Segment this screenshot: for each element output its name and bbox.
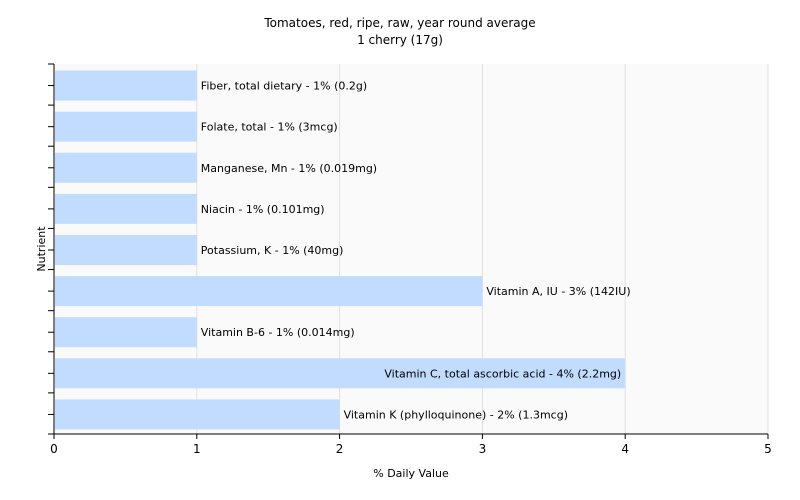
bar-label: Manganese, Mn - 1% (0.019mg) — [201, 162, 377, 175]
bar — [55, 111, 197, 142]
x-tick-labels: 0 1 2 3 4 5 — [50, 442, 772, 456]
bar — [55, 276, 483, 307]
bar-label: Folate, total - 1% (3mcg) — [201, 121, 338, 134]
axes — [48, 63, 769, 439]
bar-labels: Fiber, total dietary - 1% (0.2g) Folate, … — [201, 80, 631, 422]
bar — [55, 235, 197, 265]
bar — [55, 399, 340, 430]
x-tick-label: 4 — [621, 442, 629, 456]
x-tick-label: 2 — [336, 442, 344, 456]
bar — [55, 152, 197, 183]
bar-label: Vitamin A, IU - 3% (142IU) — [486, 285, 630, 298]
chart-subtitle: 1 cherry (17g) — [357, 33, 443, 47]
x-tick-label: 0 — [50, 442, 58, 456]
chart-title: Tomatoes, red, ripe, raw, year round ave… — [263, 16, 535, 30]
bar-label: Potassium, K - 1% (40mg) — [201, 244, 344, 257]
bar-label: Fiber, total dietary - 1% (0.2g) — [201, 80, 367, 93]
bar — [55, 358, 626, 389]
bar — [55, 70, 197, 101]
bar-label: Vitamin B-6 - 1% (0.014mg) — [201, 326, 355, 339]
x-tick-label: 1 — [193, 442, 201, 456]
bar-label: Vitamin C, total ascorbic acid - 4% (2.2… — [384, 367, 621, 380]
bar — [55, 317, 197, 348]
x-axis-title: % Daily Value — [373, 467, 449, 480]
bar — [55, 193, 197, 224]
bar-label: Niacin - 1% (0.101mg) — [201, 203, 325, 216]
x-tick-label: 5 — [764, 442, 772, 456]
bar-label: Vitamin K (phylloquinone) - 2% (1.3mcg) — [344, 408, 568, 421]
bars — [55, 70, 626, 430]
x-tick-label: 3 — [479, 442, 487, 456]
y-axis-title: Nutrient — [35, 226, 48, 272]
